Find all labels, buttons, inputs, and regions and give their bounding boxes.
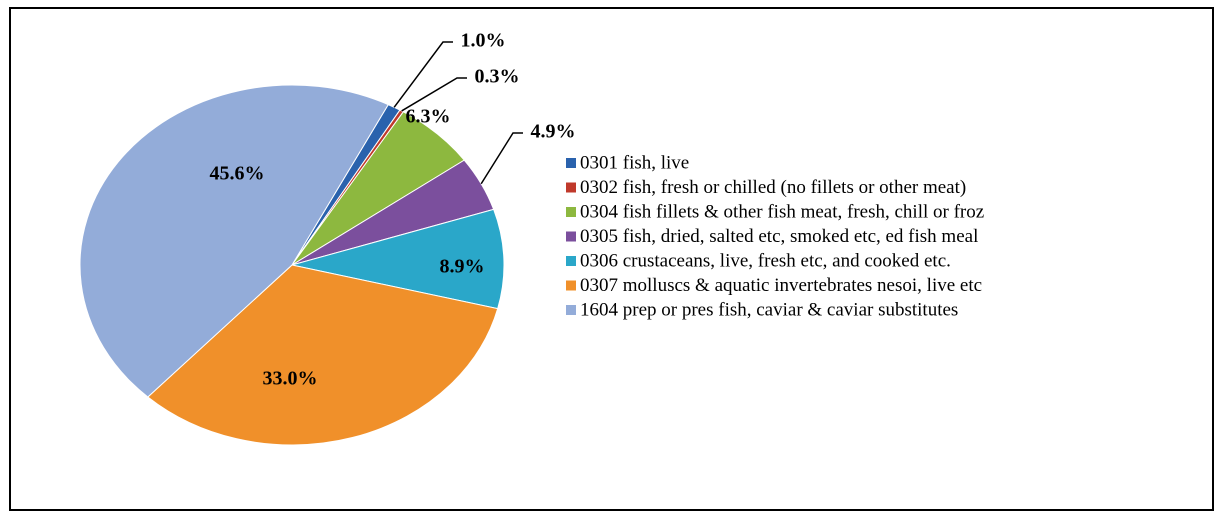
data-label: 45.6%: [210, 163, 265, 185]
legend-label: 0302 fish, fresh or chilled (no fillets …: [580, 177, 966, 198]
data-label: 8.9%: [440, 256, 485, 278]
data-label: 6.3%: [406, 106, 451, 128]
legend-swatch: [566, 231, 576, 242]
legend-label: 0305 fish, dried, salted etc, smoked etc…: [580, 226, 978, 247]
data-label: 0.3%: [475, 66, 520, 88]
data-label: 4.9%: [531, 121, 576, 143]
pie-slice: [79, 84, 389, 398]
legend-label: 0301 fish, live: [580, 152, 689, 173]
leader-line: [393, 41, 453, 108]
legend-swatch: [566, 182, 576, 193]
legend-swatch: [566, 207, 576, 217]
leader-line: [480, 132, 523, 185]
leader-line: [401, 77, 467, 112]
legend-label: 1604 prep or pres fish, caviar & caviar …: [580, 299, 958, 320]
legend-swatch: [566, 280, 576, 291]
legend-label: 0307 molluscs & aquatic invertebrates ne…: [580, 275, 982, 296]
data-label: 1.0%: [461, 30, 506, 52]
legend-swatch: [566, 305, 576, 315]
legend-label: 0304 fish fillets & other fish meat, fre…: [580, 201, 984, 222]
legend-swatch: [566, 256, 576, 266]
legend-swatch: [566, 158, 576, 168]
legend-label: 0306 crustaceans, live, fresh etc, and c…: [580, 250, 951, 271]
pie-slice: [147, 264, 499, 446]
data-label: 33.0%: [263, 368, 318, 390]
pie-slice: [291, 208, 505, 310]
